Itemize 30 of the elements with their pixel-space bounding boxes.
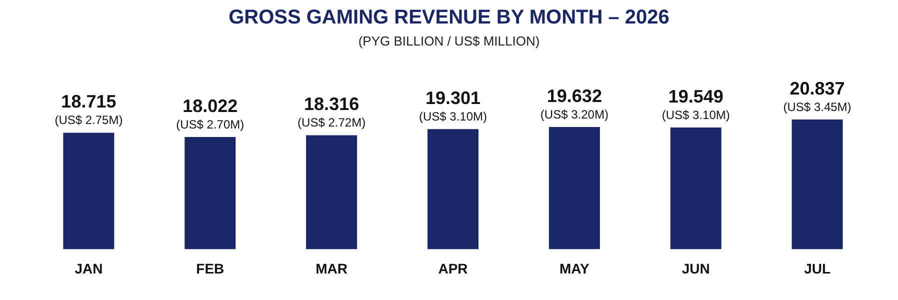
annotation: (US$ 3.20M) xyxy=(540,107,608,122)
bar xyxy=(428,129,478,250)
bar xyxy=(184,137,236,250)
annotation: (US$ 3.10M) xyxy=(418,109,488,124)
annotation: (US$ 2.70M) xyxy=(176,117,244,132)
x-tick-label: FEB xyxy=(196,260,224,276)
annotation: (US$ 2.75M) xyxy=(54,113,123,128)
chart-subtitle: (PYG BILLION / US$ MILLION) xyxy=(358,33,540,48)
data-label: 18.316 xyxy=(304,94,360,114)
x-tick-label: JAN xyxy=(74,260,103,276)
x-tick-label: APR xyxy=(438,260,468,276)
data-label: 19.549 xyxy=(668,86,724,106)
bar xyxy=(670,128,722,250)
x-tick-label: MAY xyxy=(560,260,590,276)
bar xyxy=(63,132,114,250)
bar xyxy=(548,127,600,250)
data-label: 20.837 xyxy=(790,78,845,98)
data-label: 18.715 xyxy=(61,92,116,112)
x-tick-label: MAR xyxy=(316,260,348,276)
data-label: 19.632 xyxy=(546,86,602,106)
data-label: 18.022 xyxy=(182,96,238,116)
annotation: (US$ 3.10M) xyxy=(662,108,730,122)
chart-title: GROSS GAMING REVENUE BY MONTH – 2026 xyxy=(228,6,670,29)
annotation: (US$ 2.72M) xyxy=(298,116,366,130)
x-tick-label: JUL xyxy=(804,260,831,276)
bar xyxy=(306,135,358,250)
bar xyxy=(792,120,843,250)
x-tick-label: JUN xyxy=(682,260,710,276)
data-label: 19.301 xyxy=(425,88,481,108)
annotation: (US$ 3.45M) xyxy=(783,100,852,114)
